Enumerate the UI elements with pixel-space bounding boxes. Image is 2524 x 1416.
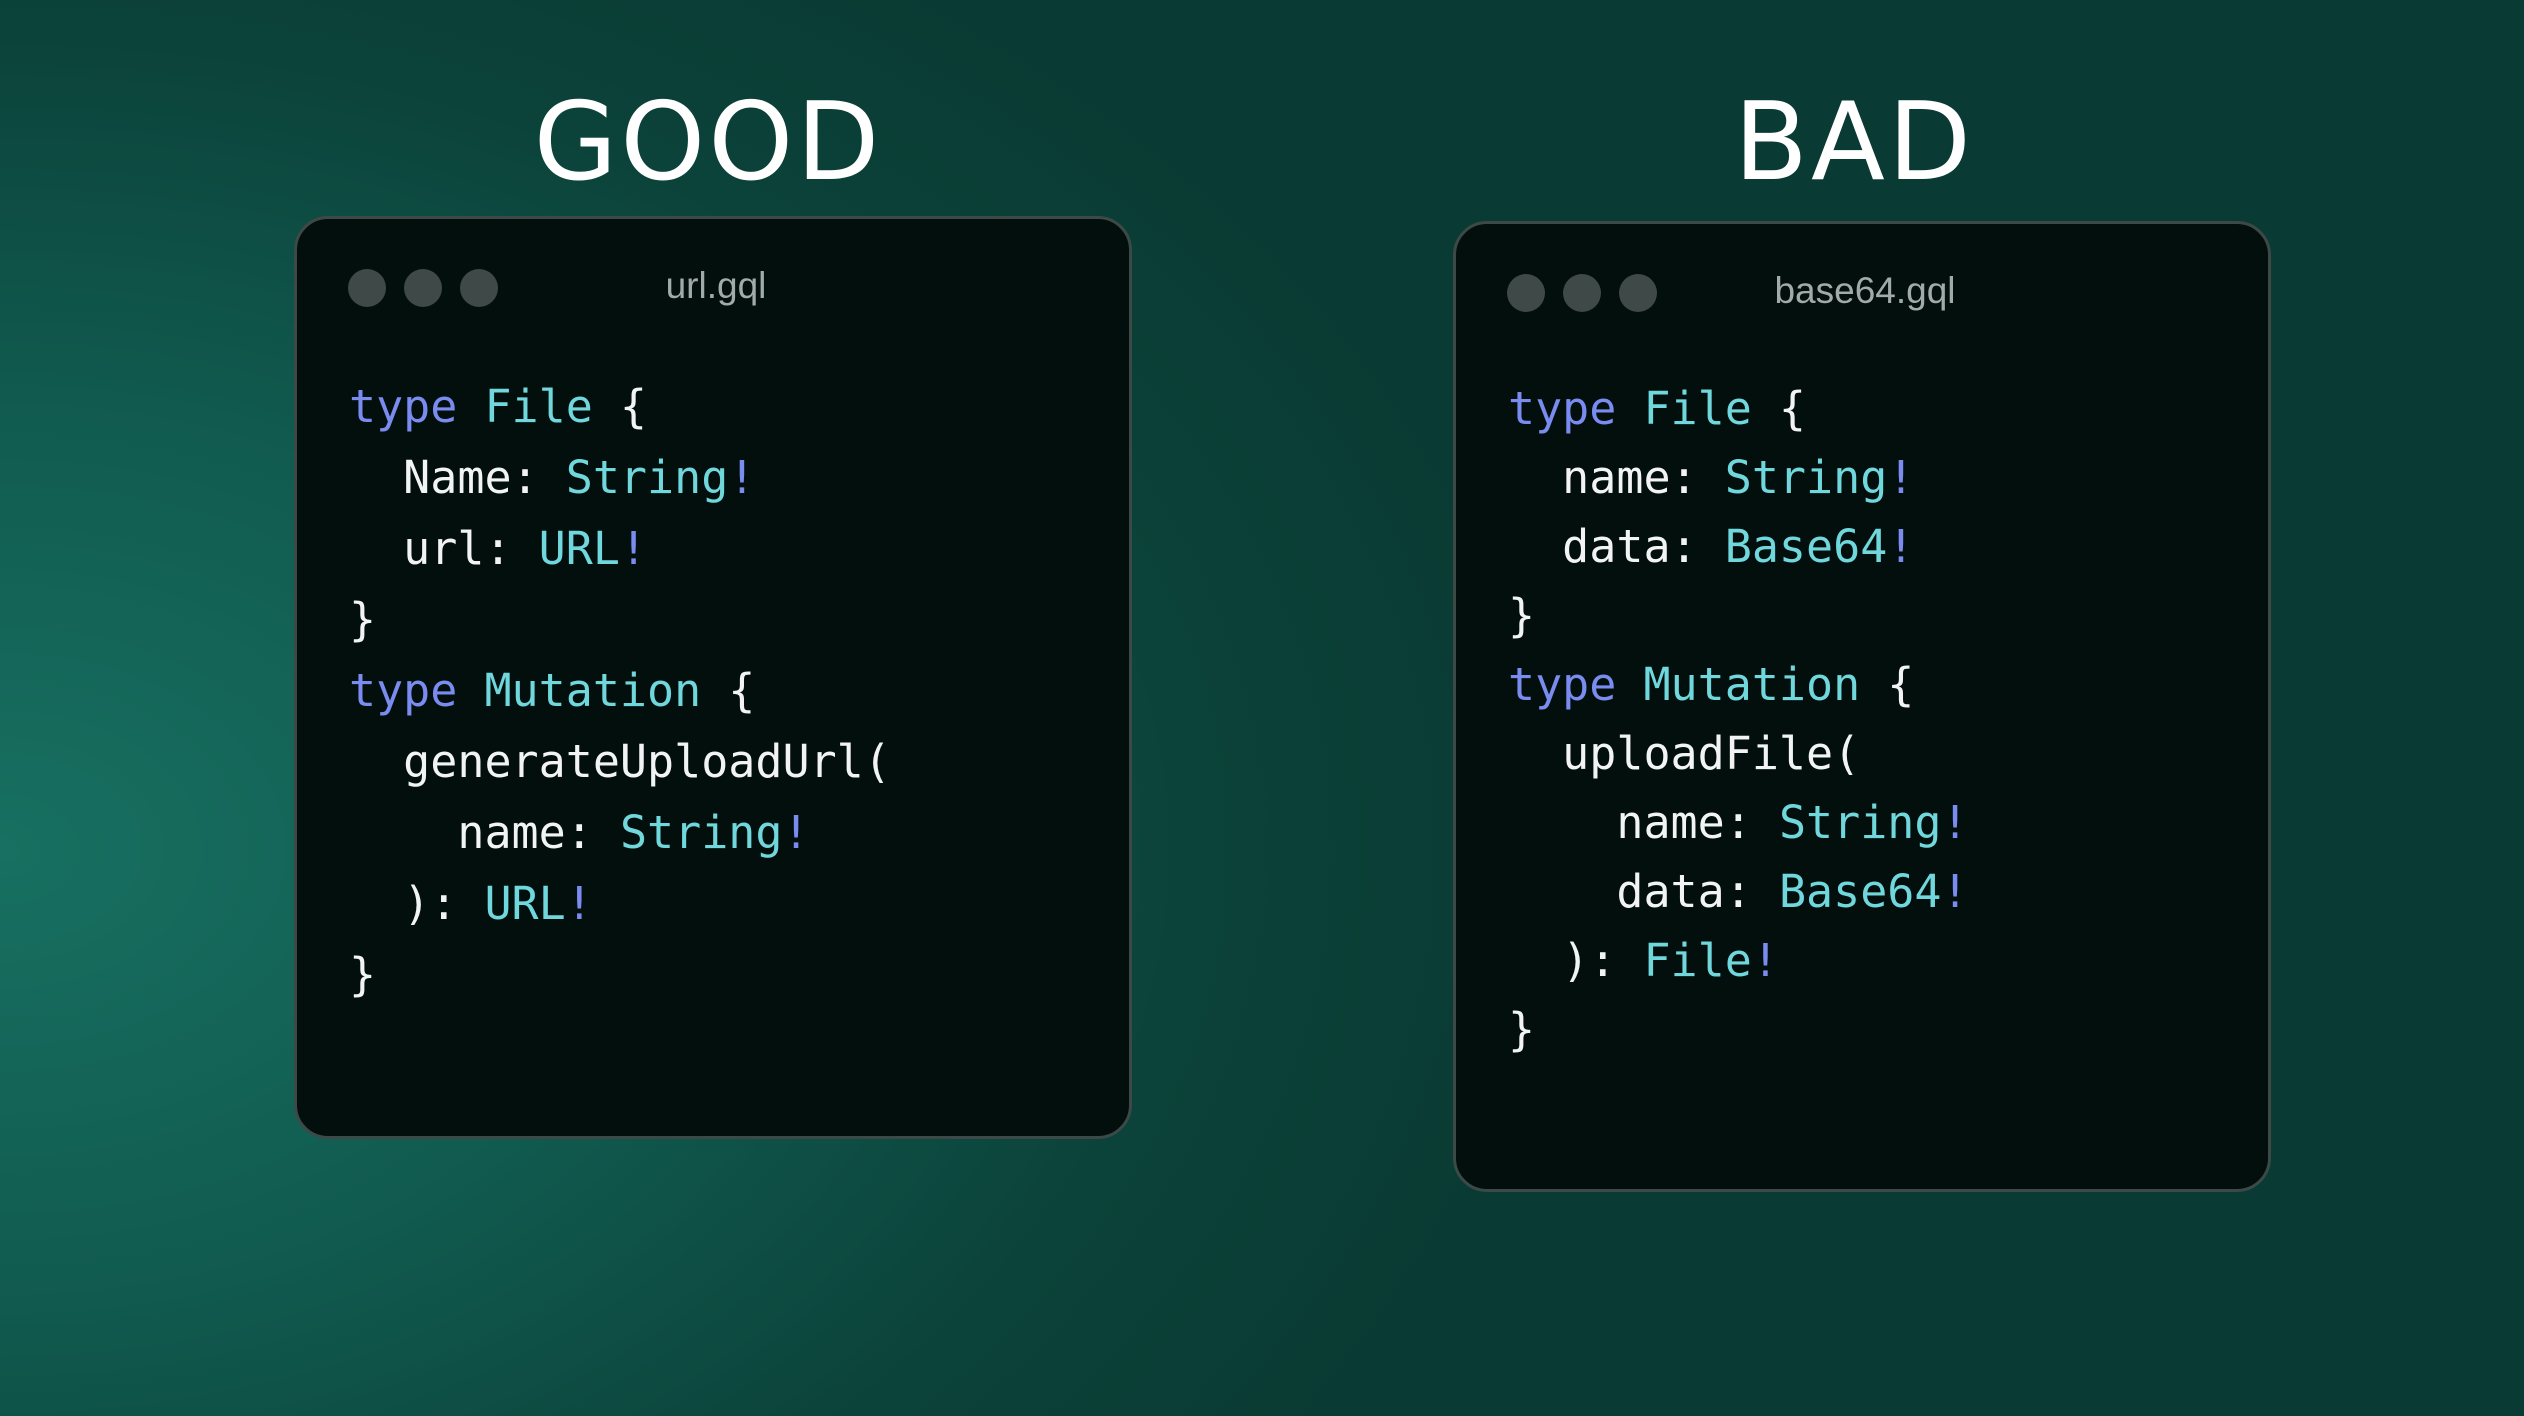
type-token: File — [1643, 382, 1752, 435]
keyword-token: ! — [1887, 520, 1915, 573]
keyword-token: type — [1508, 382, 1617, 435]
code-line: data: Base64! — [1508, 857, 1969, 926]
good-code-window: url.gql type File { Name: String! url: U… — [294, 216, 1132, 1139]
type-token: String — [1778, 796, 1942, 849]
text-token — [1616, 658, 1643, 711]
type-token: String — [619, 806, 783, 859]
text-token: ): — [1508, 934, 1644, 987]
text-token: } — [349, 593, 377, 646]
text-token: } — [349, 948, 377, 1001]
code-line: name: String! — [1508, 443, 1969, 512]
type-token: String — [1724, 451, 1888, 504]
filename: url.gql — [665, 265, 767, 306]
code-block: type File { Name: String! url: URL!} type… — [349, 371, 891, 1010]
code-line: data: Base64! — [1508, 512, 1969, 581]
keyword-token: ! — [1941, 865, 1969, 918]
keyword-token: ! — [619, 522, 648, 575]
text-token: data: — [1508, 865, 1779, 918]
text-token: data: — [1508, 520, 1725, 573]
text-token: name: — [1508, 796, 1779, 849]
window-dot-icon — [348, 269, 386, 307]
code-line: name: String! — [1508, 788, 1969, 857]
code-line: Name: String! — [349, 442, 891, 513]
code-line: type Mutation { — [349, 655, 891, 726]
code-line: type File { — [349, 371, 891, 442]
window-dot-icon — [460, 269, 498, 307]
text-token: } — [1508, 1003, 1536, 1056]
type-token: Mutation — [1643, 658, 1861, 711]
text-token: { — [592, 380, 648, 433]
keyword-token: ! — [1941, 796, 1969, 849]
text-token: name: — [349, 806, 620, 859]
keyword-token: type — [349, 380, 458, 433]
code-line: type Mutation { — [1508, 650, 1969, 719]
window-dot-icon — [404, 269, 442, 307]
window-dot-icon — [1507, 274, 1545, 312]
text-token: name: — [1508, 451, 1725, 504]
code-line: ): URL! — [349, 868, 891, 939]
bad-heading: BAD — [1733, 80, 1975, 205]
keyword-token: ! — [782, 806, 810, 859]
text-token: } — [1508, 589, 1536, 642]
keyword-token: ! — [565, 877, 593, 930]
type-token: File — [1643, 934, 1752, 987]
text-token: { — [1751, 382, 1807, 435]
window-dot-icon — [1563, 274, 1601, 312]
type-token: Mutation — [484, 664, 702, 717]
code-line: } — [1508, 995, 1969, 1064]
text-token: uploadFile( — [1508, 727, 1861, 780]
keyword-token: type — [1508, 658, 1617, 711]
text-token: Name: — [349, 451, 566, 504]
type-token: URL — [484, 877, 566, 930]
keyword-token: ! — [1751, 934, 1779, 987]
code-line: } — [349, 939, 891, 1010]
code-line: } — [1508, 581, 1969, 650]
type-token: Base64 — [1724, 520, 1888, 573]
code-line: url: URL! — [349, 513, 891, 584]
type-token: String — [565, 451, 729, 504]
bad-code-window: base64.gql type File { name: String! dat… — [1453, 221, 2271, 1192]
keyword-token: ! — [1887, 451, 1915, 504]
code-line: } — [349, 584, 891, 655]
code-line: name: String! — [349, 797, 891, 868]
text-token: url: — [349, 522, 539, 575]
text-token — [457, 380, 484, 433]
code-line: type File { — [1508, 374, 1969, 443]
keyword-token: type — [349, 664, 458, 717]
text-token — [457, 664, 484, 717]
keyword-token: ! — [728, 451, 756, 504]
good-heading: GOOD — [533, 80, 883, 205]
code-line: ): File! — [1508, 926, 1969, 995]
text-token: { — [701, 664, 756, 717]
text-token: ): — [349, 877, 485, 930]
type-token: Base64 — [1778, 865, 1942, 918]
window-dot-icon — [1619, 274, 1657, 312]
text-token: { — [1860, 658, 1915, 711]
filename: base64.gql — [1774, 270, 1956, 311]
type-token: URL — [538, 522, 620, 575]
text-token — [1616, 382, 1643, 435]
type-token: File — [484, 380, 593, 433]
code-line: uploadFile( — [1508, 719, 1969, 788]
code-block: type File { name: String! data: Base64!}… — [1508, 374, 1969, 1064]
text-token: generateUploadUrl( — [349, 735, 891, 788]
code-line: generateUploadUrl( — [349, 726, 891, 797]
